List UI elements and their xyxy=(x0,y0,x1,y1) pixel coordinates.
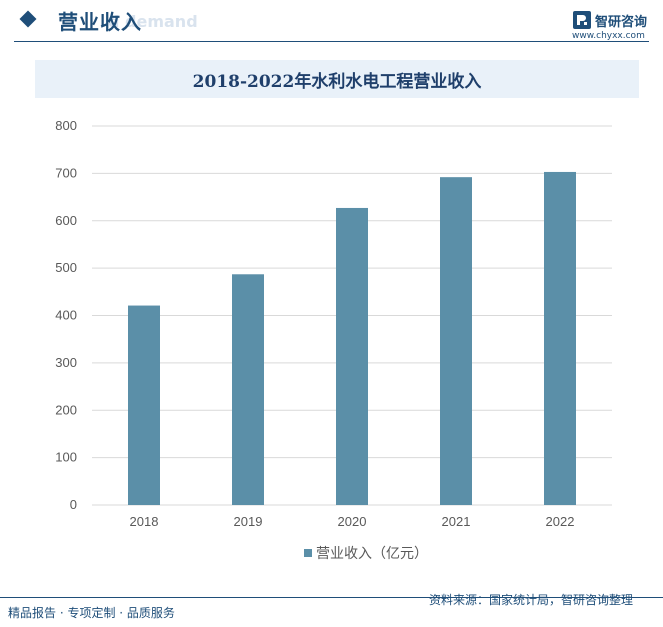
brand-name: 智研咨询 xyxy=(595,14,648,30)
y-tick-label: 500 xyxy=(55,260,77,275)
source-note: 资料来源：国家统计局，智研咨询整理 xyxy=(429,593,634,607)
brand-logo-icon xyxy=(573,11,591,29)
y-tick-label: 800 xyxy=(55,118,77,133)
chart-title: 2018-2022年水利水电工程营业收入 xyxy=(192,71,482,92)
chart-title-band: 2018-2022年水利水电工程营业收入 xyxy=(35,60,639,98)
legend-label: 营业收入（亿元） xyxy=(316,546,428,562)
x-axis-ticks: 2018 2019 2020 2021 2022 xyxy=(130,514,575,529)
y-tick-label: 0 xyxy=(70,497,77,512)
footer-divider xyxy=(0,597,663,598)
legend-swatch xyxy=(304,549,312,557)
x-tick-label: 2018 xyxy=(130,514,159,529)
header-divider xyxy=(14,41,649,42)
page-header: d demand 营业收入 智研咨询 www.chyxx.com xyxy=(0,0,663,44)
x-tick-label: 2020 xyxy=(338,514,367,529)
y-tick-label: 200 xyxy=(55,402,77,417)
footer-tagline: 精品报告 · 专项定制 · 品质服务 xyxy=(8,606,175,620)
watermark-text: d demand xyxy=(108,12,198,31)
y-tick-label: 400 xyxy=(55,308,77,323)
brand: 智研咨询 xyxy=(572,10,647,30)
bar-2021 xyxy=(440,177,472,506)
y-tick-label: 300 xyxy=(55,355,77,370)
bar-2022 xyxy=(544,171,576,506)
x-tick-label: 2019 xyxy=(234,514,263,529)
x-tick-label: 2021 xyxy=(442,514,471,529)
bar-2018 xyxy=(128,305,160,505)
bars xyxy=(128,171,576,506)
legend: 营业收入（亿元） xyxy=(304,543,428,563)
y-tick-label: 600 xyxy=(55,213,77,228)
bar-2020 xyxy=(336,207,368,506)
y-axis-ticks: 0 100 200 300 400 500 600 700 800 xyxy=(55,118,77,512)
y-tick-label: 100 xyxy=(55,450,77,465)
x-tick-label: 2022 xyxy=(546,514,575,529)
bar-2019 xyxy=(232,274,264,505)
brand-url: www.chyxx.com xyxy=(572,31,645,41)
section-title: 营业收入 xyxy=(58,10,142,34)
y-tick-label: 700 xyxy=(55,165,77,180)
